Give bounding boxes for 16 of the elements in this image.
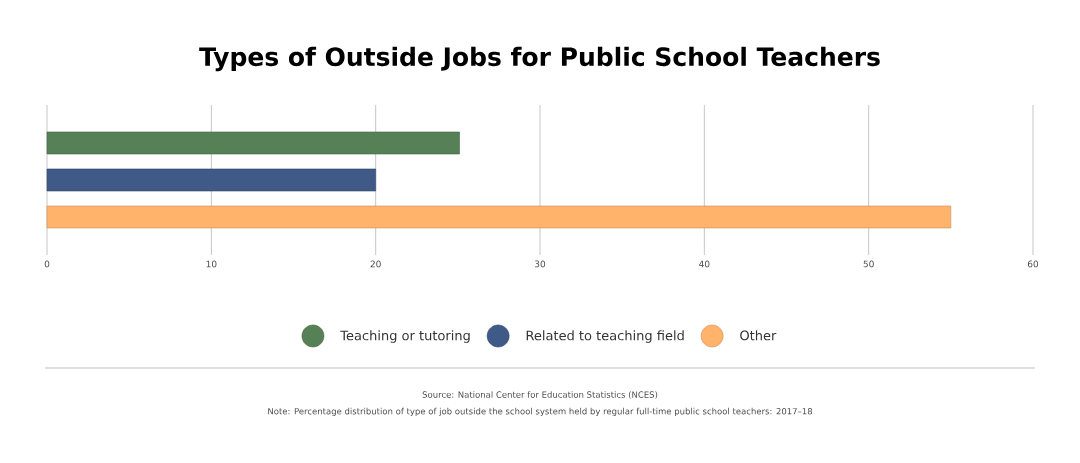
bar (46, 131, 460, 155)
bar (46, 168, 376, 192)
chart-title: Types of Outside Jobs for Public School Teachers (199, 46, 880, 72)
legend-label: Teaching or tutoring (340, 330, 470, 343)
x-tick-label: 10 (206, 260, 217, 268)
x-tick-label: 0 (44, 260, 50, 268)
x-tick-label: 50 (863, 260, 874, 268)
bar (46, 205, 952, 229)
x-tick-label: 40 (699, 260, 710, 268)
x-tick-label: 60 (1027, 260, 1039, 268)
source-note: Source: National Center for Education Statistics (NCES) (422, 391, 658, 399)
x-tick-label: 30 (534, 260, 546, 268)
legend-label: Related to teaching field (526, 330, 684, 343)
legend-label: Other (740, 330, 777, 341)
text: Note: Percentage distribution of type of job outside the school system held by regular full-time public school teachers: 2017–18 (268, 407, 813, 417)
x-tick-label: 20 (370, 260, 381, 268)
